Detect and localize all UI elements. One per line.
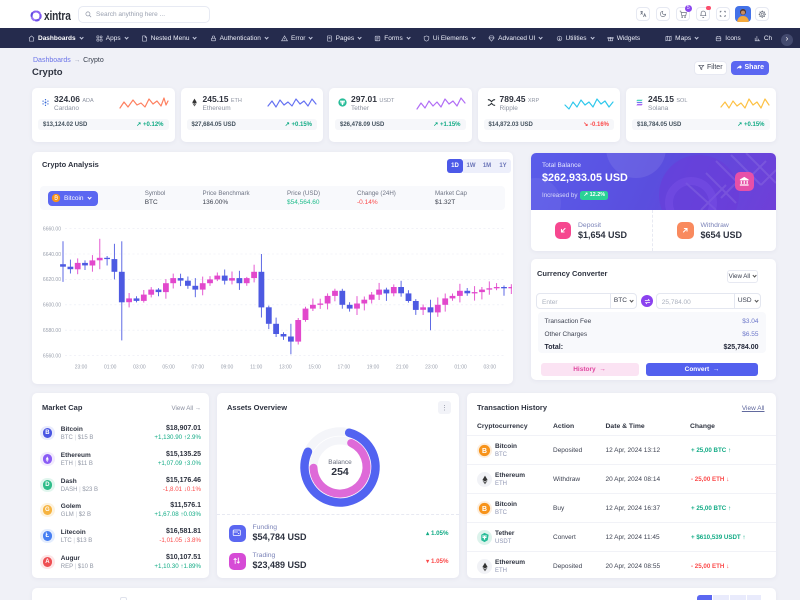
svg-text:6660.00: 6660.00 <box>43 226 61 232</box>
svg-text:B: B <box>482 506 487 513</box>
svg-text:13:00: 13:00 <box>279 365 292 371</box>
svg-text:19:00: 19:00 <box>367 365 380 371</box>
svg-text:09:00: 09:00 <box>221 365 234 371</box>
svg-text:17:00: 17:00 <box>338 365 351 371</box>
svg-text:Balance: Balance <box>328 459 352 466</box>
svg-text:01:00: 01:00 <box>454 365 467 371</box>
svg-text:11:00: 11:00 <box>250 365 262 371</box>
svg-text:23:00: 23:00 <box>75 365 88 371</box>
svg-text:6580.00: 6580.00 <box>43 328 61 334</box>
svg-text:03:00: 03:00 <box>484 365 497 371</box>
svg-text:03:00: 03:00 <box>133 365 146 371</box>
svg-text:6640.00: 6640.00 <box>43 252 61 258</box>
svg-text:23:00: 23:00 <box>425 365 438 371</box>
svg-text:6560.00: 6560.00 <box>43 353 61 359</box>
svg-text:15:00: 15:00 <box>308 365 321 371</box>
svg-text:01:00: 01:00 <box>104 365 117 371</box>
svg-text:07:00: 07:00 <box>192 365 205 371</box>
svg-text:05:00: 05:00 <box>162 365 175 371</box>
svg-text:254: 254 <box>331 466 349 478</box>
svg-text:B: B <box>482 448 487 455</box>
svg-text:6620.00: 6620.00 <box>43 277 61 283</box>
svg-text:6600.00: 6600.00 <box>43 303 61 309</box>
svg-text:21:00: 21:00 <box>396 365 409 371</box>
